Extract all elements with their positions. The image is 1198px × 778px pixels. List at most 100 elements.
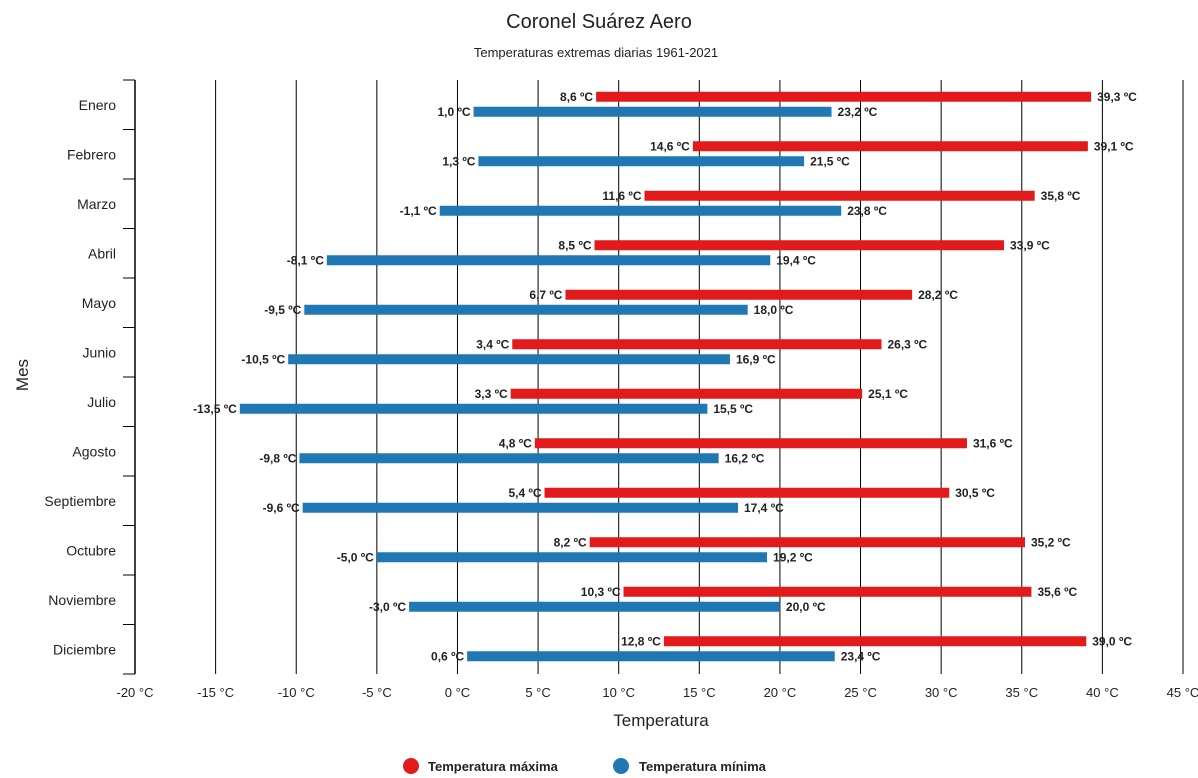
- legend-label: Temperatura mínima: [639, 759, 767, 774]
- x-tick-label: 25 °C: [844, 685, 877, 700]
- bar: [409, 601, 780, 612]
- data-label: 10,3 ºC: [581, 585, 621, 599]
- data-label: -9,5 ºC: [264, 303, 301, 317]
- data-label: 35,6 ºC: [1037, 585, 1077, 599]
- data-label: 19,2 ºC: [773, 550, 813, 564]
- x-tick-label: 15 °C: [683, 685, 716, 700]
- x-tick-label: -5 °C: [362, 685, 392, 700]
- y-tick-label: Mayo: [82, 295, 116, 311]
- data-label: 3,4 ºC: [476, 337, 509, 351]
- data-label: 23,2 ºC: [838, 105, 878, 119]
- data-label: 1,3 ºC: [442, 154, 475, 168]
- data-label: 1,0 ºC: [438, 105, 471, 119]
- x-tick-label: 5 °C: [525, 685, 550, 700]
- x-tick-label: 30 °C: [925, 685, 958, 700]
- data-label: -1,1 ºC: [400, 204, 437, 218]
- bar: [534, 438, 967, 449]
- data-labels: 8,6 ºC 39,3 ºC 14,6 ºC 39,1 ºC 11,6 ºC 35,8 º…: [193, 90, 1137, 664]
- y-tick-label: Agosto: [72, 443, 116, 459]
- data-label: -9,6 ºC: [263, 501, 300, 515]
- y-axis: Enero Febrero Marzo Abril Mayo Junio Julio Agos…: [44, 79, 136, 675]
- data-label: 23,8 ºC: [847, 204, 887, 218]
- bar: [239, 403, 708, 414]
- data-label: 33,9 ºC: [1010, 238, 1050, 252]
- data-label: 15,5 ºC: [713, 402, 753, 416]
- bar: [596, 91, 1092, 102]
- data-label: 3,3 ºC: [475, 387, 508, 401]
- bars: [239, 91, 1092, 662]
- data-label: 8,2 ºC: [554, 535, 587, 549]
- legend-label: Temperatura máxima: [428, 759, 559, 774]
- data-label: 11,6 ºC: [602, 189, 641, 203]
- y-tick-label: Febrero: [67, 146, 116, 162]
- x-tick-label: -15 °C: [197, 685, 234, 700]
- y-tick-label: Junio: [83, 344, 117, 360]
- data-label: 4,8 ºC: [499, 436, 532, 450]
- bar: [478, 156, 805, 167]
- bar: [473, 106, 832, 117]
- y-tick-label: Noviembre: [48, 592, 116, 608]
- data-label: 14,6 ºC: [650, 139, 690, 153]
- chart-subtitle: Temperaturas extremas diarias 1961-2021: [474, 45, 718, 60]
- bar: [663, 636, 1087, 647]
- bar: [544, 487, 950, 498]
- data-label: 6,7 ºC: [529, 288, 562, 302]
- data-label: 8,6 ºC: [560, 90, 593, 104]
- data-label: 28,2 ºC: [918, 288, 958, 302]
- data-label: 16,2 ºC: [725, 451, 765, 465]
- data-label: 31,6 ºC: [973, 436, 1013, 450]
- data-label: 20,0 ºC: [786, 600, 826, 614]
- data-label: -3,0 ºC: [369, 600, 406, 614]
- data-label: 39,0 ºC: [1092, 634, 1132, 648]
- x-tick-label: 45 °C: [1167, 685, 1198, 700]
- x-tick-label: 0 °C: [445, 685, 470, 700]
- data-label: 35,8 ºC: [1041, 189, 1081, 203]
- data-label: -8,1 ºC: [287, 253, 324, 267]
- data-label: 23,4 ºC: [841, 649, 881, 663]
- bar: [302, 502, 739, 513]
- x-tick-label: 40 °C: [1086, 685, 1119, 700]
- y-tick-label: Enero: [79, 97, 117, 113]
- bar: [439, 205, 842, 216]
- chart-title: Coronel Suárez Aero: [506, 11, 692, 33]
- grid-lines: [215, 80, 1184, 674]
- data-label: 26,3 ºC: [887, 337, 927, 351]
- data-label: -13,5 ºC: [193, 402, 237, 416]
- data-label: -9,8 ºC: [259, 451, 296, 465]
- x-tick-label: 35 °C: [1005, 685, 1038, 700]
- data-label: 30,5 ºC: [955, 486, 995, 500]
- x-tick-label: -20 °C: [117, 685, 154, 700]
- bar: [467, 651, 835, 662]
- data-label: -5,0 ºC: [337, 550, 374, 564]
- bar: [565, 289, 913, 300]
- y-tick-label: Septiembre: [44, 493, 116, 509]
- bar: [376, 552, 768, 563]
- legend: Temperatura máxima Temperatura mínima: [403, 758, 767, 774]
- data-label: 12,8 ºC: [621, 634, 661, 648]
- bar: [589, 537, 1025, 548]
- y-tick-label: Marzo: [77, 196, 116, 212]
- bar: [644, 190, 1035, 201]
- x-tick-label: 20 °C: [764, 685, 797, 700]
- data-label: 0,6 ºC: [431, 649, 464, 663]
- x-tick-label: -10 °C: [278, 685, 315, 700]
- y-tick-label: Julio: [87, 394, 116, 410]
- bar: [512, 339, 882, 350]
- data-label: 39,3 ºC: [1097, 90, 1137, 104]
- bar: [288, 354, 730, 365]
- data-label: 5,4 ºC: [508, 486, 541, 500]
- data-label: 16,9 ºC: [736, 352, 776, 366]
- x-axis-title: Temperatura: [613, 711, 709, 730]
- legend-marker: [613, 758, 629, 774]
- data-label: 39,1 ºC: [1094, 139, 1134, 153]
- data-label: 8,5 ºC: [558, 238, 591, 252]
- data-label: 35,2 ºC: [1031, 535, 1071, 549]
- y-tick-label: Diciembre: [53, 641, 116, 657]
- bar: [299, 453, 719, 464]
- x-axis: -20 °C -15 °C -10 °C -5 °C 0 °C 5 °C 10 °C 15 °…: [117, 685, 1198, 700]
- data-label: 19,4 ºC: [776, 253, 816, 267]
- y-axis-title: Mes: [13, 359, 32, 391]
- bar: [326, 255, 771, 266]
- bar: [692, 141, 1088, 152]
